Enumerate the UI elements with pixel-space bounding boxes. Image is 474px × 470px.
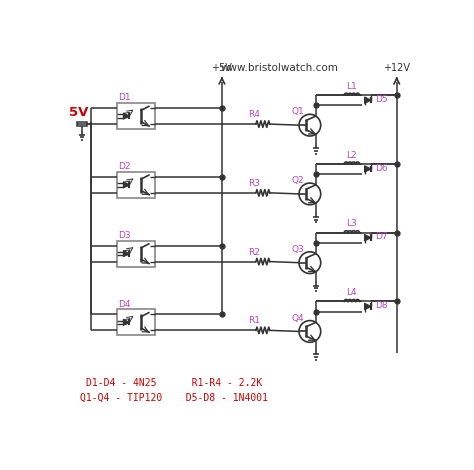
Text: D1-D4 - 4N25      R1-R4 - 2.2K: D1-D4 - 4N25 R1-R4 - 2.2K: [86, 378, 262, 389]
Text: D1: D1: [118, 94, 131, 102]
Text: Q2: Q2: [291, 176, 304, 185]
Polygon shape: [123, 113, 129, 119]
Polygon shape: [123, 182, 129, 188]
Bar: [117, 309, 155, 336]
Text: R4: R4: [248, 110, 260, 119]
Text: L3: L3: [346, 219, 357, 228]
Polygon shape: [123, 251, 129, 257]
Text: D8: D8: [375, 301, 388, 310]
Text: R2: R2: [248, 248, 260, 257]
Bar: [117, 103, 155, 129]
Text: D5: D5: [375, 95, 388, 104]
Bar: [117, 241, 155, 266]
Text: L4: L4: [346, 288, 357, 297]
Text: +5V: +5V: [211, 63, 232, 73]
Bar: [77, 122, 87, 126]
Polygon shape: [365, 303, 371, 310]
Text: +12V: +12V: [383, 63, 410, 73]
Text: L1: L1: [346, 82, 357, 91]
Text: 5V: 5V: [69, 106, 89, 119]
Text: R1: R1: [248, 316, 260, 325]
Text: L2: L2: [346, 150, 357, 159]
Text: D2: D2: [118, 162, 131, 171]
Bar: [117, 172, 155, 198]
Text: Q3: Q3: [291, 245, 304, 254]
Text: D3: D3: [118, 231, 131, 240]
Text: D4: D4: [118, 300, 131, 309]
Text: Q1: Q1: [291, 107, 304, 116]
Text: D7: D7: [375, 233, 388, 242]
Polygon shape: [365, 166, 371, 172]
Polygon shape: [365, 235, 371, 241]
Text: Q4: Q4: [291, 313, 304, 322]
Text: Q1-Q4 - TIP120    D5-D8 - 1N4001: Q1-Q4 - TIP120 D5-D8 - 1N4001: [80, 392, 268, 402]
Text: D6: D6: [375, 164, 388, 173]
Polygon shape: [365, 97, 371, 103]
Text: www.bristolwatch.com: www.bristolwatch.com: [220, 63, 338, 73]
Text: R3: R3: [248, 179, 260, 188]
Polygon shape: [123, 319, 129, 325]
